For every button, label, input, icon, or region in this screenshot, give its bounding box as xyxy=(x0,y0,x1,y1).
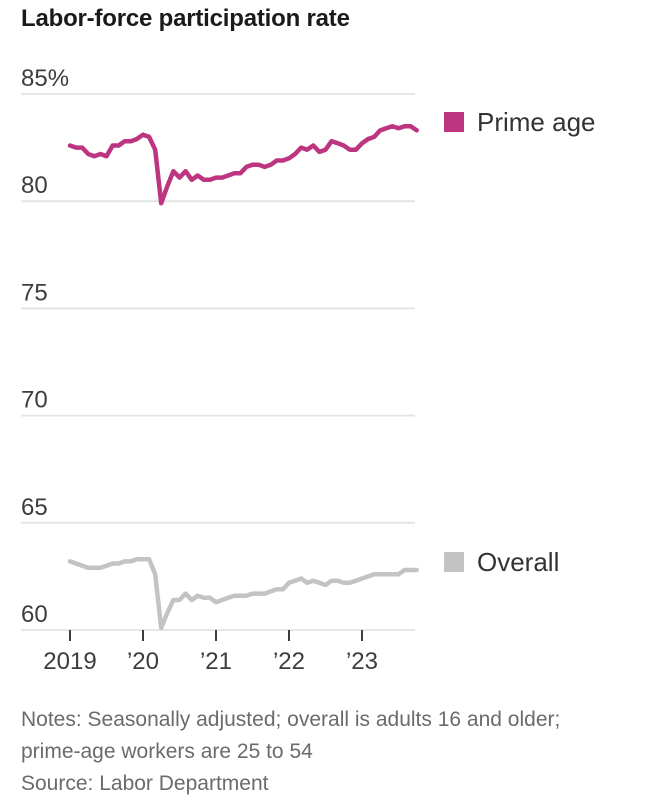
legend-prime-age: Prime age xyxy=(444,106,596,137)
chart-title: Labor-force participation rate xyxy=(21,5,350,32)
chart-footnotes: Notes: Seasonally adjusted; overall is a… xyxy=(21,704,561,800)
prime-age-swatch-icon xyxy=(444,112,464,132)
notes-line: Notes: Seasonally adjusted; overall is a… xyxy=(21,708,561,763)
y-axis-label: 80 xyxy=(21,172,48,199)
x-axis-label: 2019 xyxy=(43,648,96,675)
y-axis-label: 75 xyxy=(21,279,48,306)
overall-line xyxy=(67,556,419,631)
x-axis-label: ’20 xyxy=(127,648,159,675)
legend-prime-age-label: Prime age xyxy=(477,106,596,137)
y-axis-label: 70 xyxy=(21,387,48,414)
legend-overall-label: Overall xyxy=(477,546,560,577)
y-axis-label: 65 xyxy=(21,494,48,521)
x-axis-label: ’22 xyxy=(273,648,305,675)
x-axis-label: ’21 xyxy=(200,648,232,675)
source-line: Source: Labor Department xyxy=(21,772,269,795)
x-axis-label: ’23 xyxy=(346,648,378,675)
legend-overall: Overall xyxy=(444,546,560,577)
y-axis-label: 85% xyxy=(21,65,69,92)
y-axis-label: 60 xyxy=(21,601,48,628)
overall-swatch-icon xyxy=(444,552,464,572)
prime-age-line xyxy=(67,123,419,206)
